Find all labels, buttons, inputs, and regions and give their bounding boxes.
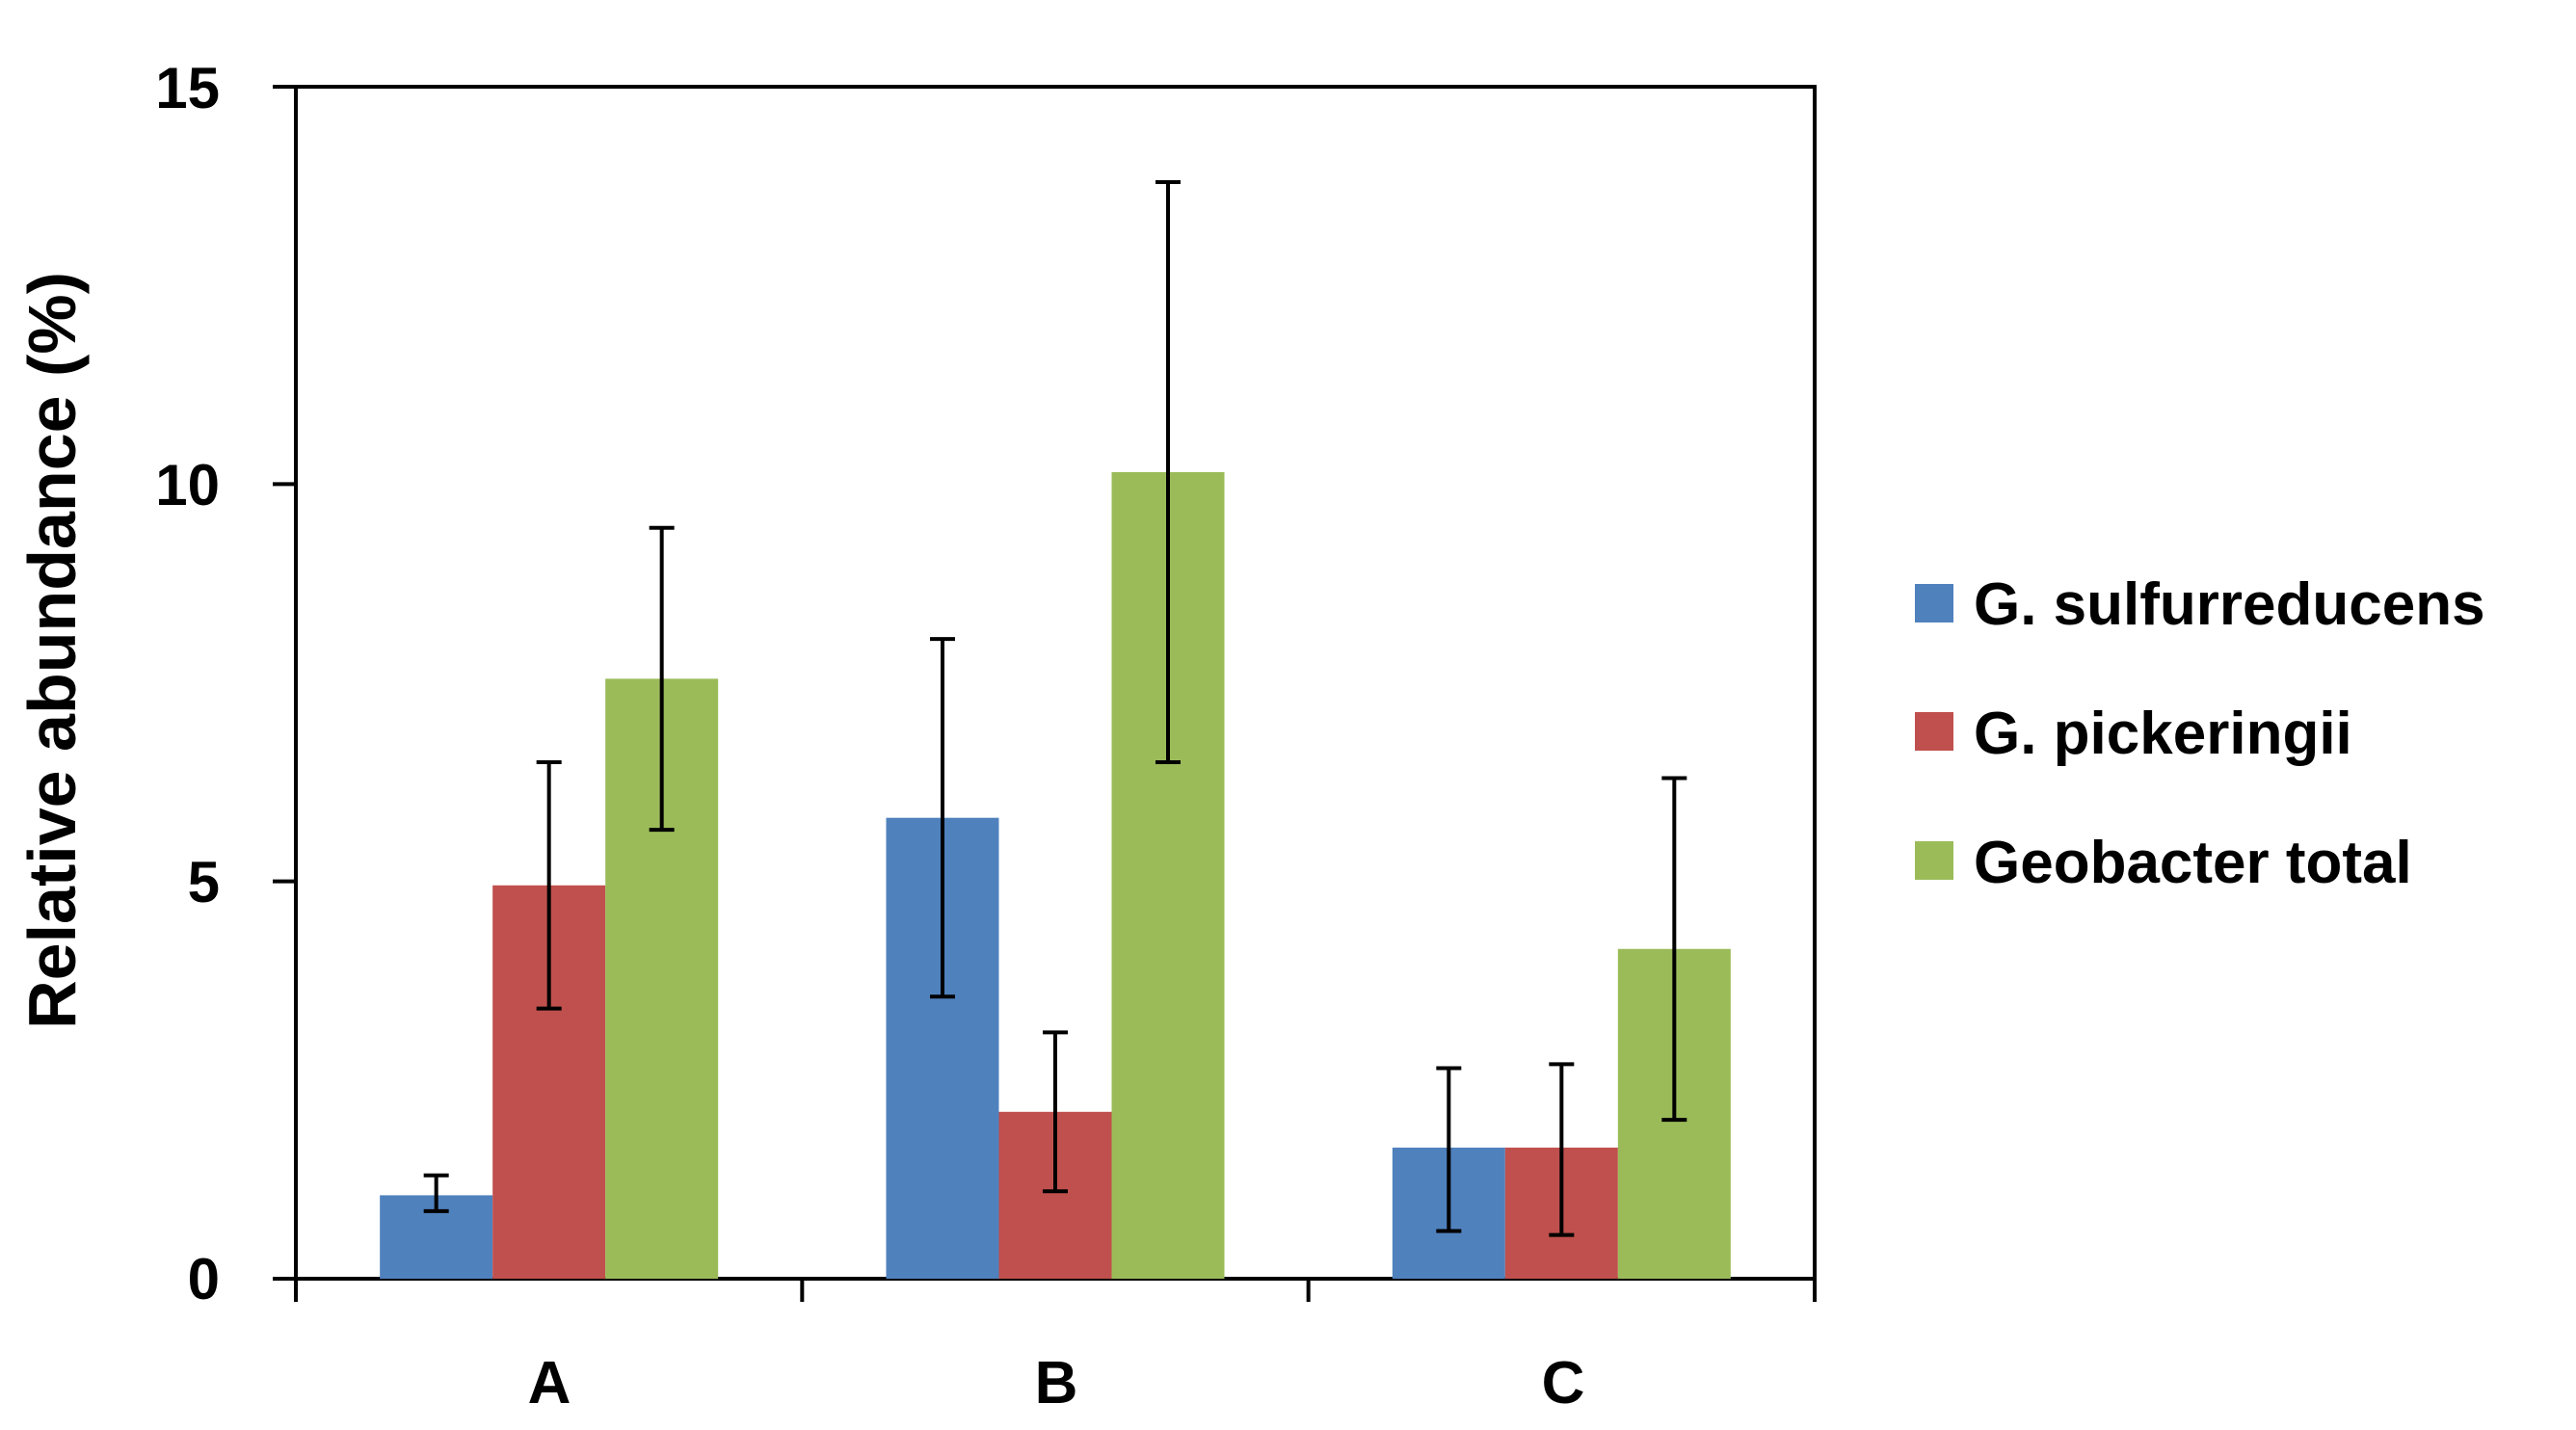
legend-swatch-g-pickeringii <box>1915 712 1953 751</box>
x-tick-label-a: A <box>528 1350 571 1417</box>
x-tick-label-c: C <box>1542 1350 1585 1417</box>
y-axis: 0 5 10 15 <box>155 56 220 1311</box>
legend-label-g-sulfurreducens: G. sulfurreducens <box>1974 571 2485 638</box>
legend-swatch-g-sulfurreducens <box>1915 584 1953 622</box>
legend-label-g-pickeringii: G. pickeringii <box>1974 701 2352 767</box>
y-axis-title: Relative abundance (%) <box>14 272 90 1029</box>
y-tick-label: 5 <box>188 850 220 914</box>
y-tick-label: 0 <box>188 1247 220 1311</box>
legend: G. sulfurreducens G. pickeringii Geobact… <box>1915 571 2485 896</box>
y-tick-label: 15 <box>155 56 220 120</box>
x-axis: A B C <box>528 1350 1585 1417</box>
chart-marks <box>273 85 1817 1302</box>
x-tick-label-b: B <box>1035 1350 1078 1417</box>
legend-swatch-geobacter-total <box>1915 841 1953 880</box>
y-tick-label: 10 <box>155 453 220 517</box>
legend-label-geobacter-total: Geobacter total <box>1974 830 2412 896</box>
